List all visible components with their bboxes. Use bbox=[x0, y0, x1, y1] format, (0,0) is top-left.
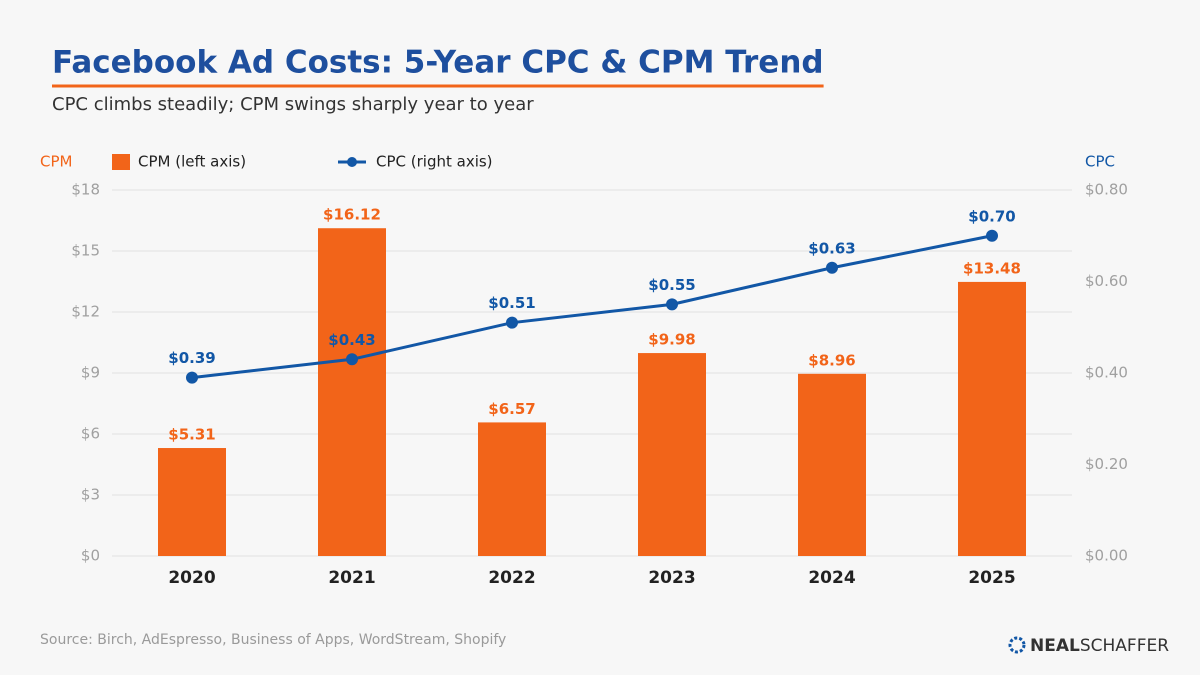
line-point bbox=[666, 298, 678, 311]
x-tick-label: 2020 bbox=[168, 568, 215, 588]
x-tick-label: 2025 bbox=[968, 568, 1015, 588]
legend-swatch-dot bbox=[347, 157, 357, 167]
data-label: $6.57 bbox=[488, 400, 535, 418]
data-label: $0.55 bbox=[648, 276, 695, 294]
bar bbox=[318, 228, 386, 556]
legend-swatch bbox=[112, 154, 130, 170]
line-point bbox=[826, 261, 838, 274]
data-label: $13.48 bbox=[963, 259, 1021, 277]
data-label: $0.63 bbox=[808, 239, 855, 257]
data-label: $0.51 bbox=[488, 294, 535, 312]
data-label: $5.31 bbox=[168, 426, 215, 444]
logo-icon bbox=[1008, 636, 1026, 654]
logo-light: SCHAFFER bbox=[1080, 636, 1169, 656]
line-point bbox=[186, 371, 198, 384]
y2-tick-label: $0.00 bbox=[1085, 547, 1128, 565]
data-label: $8.96 bbox=[808, 351, 855, 369]
y2-tick-label: $0.60 bbox=[1085, 272, 1128, 290]
y-tick-label: $9 bbox=[81, 364, 100, 382]
logo-text: NEALSCHAFFER bbox=[1030, 636, 1169, 656]
y2-tick-label: $0.40 bbox=[1085, 364, 1128, 382]
chart-title: Facebook Ad Costs: 5-Year CPC & CPM Tren… bbox=[52, 45, 824, 81]
y2-tick-label: $0.20 bbox=[1085, 455, 1128, 473]
bar bbox=[478, 422, 546, 556]
bar bbox=[798, 373, 866, 556]
chart-subtitle: CPC climbs steadily; CPM swings sharply … bbox=[52, 94, 534, 115]
y-tick-label: $3 bbox=[81, 486, 100, 504]
x-tick-label: 2023 bbox=[648, 568, 695, 588]
x-tick-label: 2024 bbox=[808, 568, 855, 588]
y-tick-label: $0 bbox=[81, 547, 100, 565]
line bbox=[191, 234, 993, 380]
y-tick-label: $18 bbox=[71, 181, 100, 199]
bar bbox=[638, 353, 706, 556]
y-axis-title: CPM bbox=[40, 153, 72, 171]
line-point bbox=[506, 316, 518, 329]
x-tick-label: 2021 bbox=[328, 568, 375, 588]
legend-label: CPC (right axis) bbox=[376, 153, 493, 171]
y2-tick-label: $0.80 bbox=[1085, 181, 1128, 199]
data-label: $16.12 bbox=[323, 206, 381, 224]
line-point bbox=[346, 353, 358, 366]
legend-label: CPM (left axis) bbox=[138, 153, 246, 171]
y-tick-label: $6 bbox=[81, 425, 100, 443]
data-label: $9.98 bbox=[648, 331, 695, 349]
bar bbox=[958, 281, 1026, 556]
data-label: $0.43 bbox=[328, 331, 375, 349]
y2-axis-title: CPC bbox=[1085, 153, 1115, 171]
y-tick-label: $12 bbox=[71, 303, 100, 321]
brand-logo: NEALSCHAFFER bbox=[1008, 636, 1169, 656]
x-tick-label: 2022 bbox=[488, 568, 535, 588]
source-note: Source: Birch, AdEspresso, Business of A… bbox=[40, 632, 506, 648]
y-tick-label: $15 bbox=[71, 242, 100, 260]
logo-bold: NEAL bbox=[1030, 636, 1080, 656]
bar bbox=[158, 448, 226, 556]
data-label: $0.70 bbox=[968, 207, 1015, 225]
line-point bbox=[986, 229, 998, 242]
data-label: $0.39 bbox=[168, 349, 215, 367]
